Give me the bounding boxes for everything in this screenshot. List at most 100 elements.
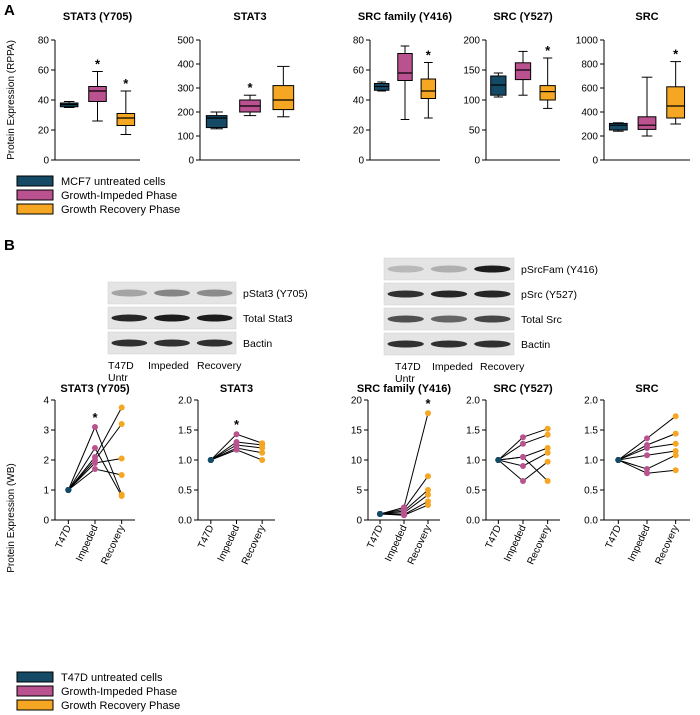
y-tick-label: 3 [43, 426, 49, 437]
data-point [425, 410, 431, 417]
box-chart-0: STAT3 (Y705) 0 20 40 60 80 * * [38, 11, 140, 167]
data-point [425, 502, 431, 508]
y-tick-label: 80 [38, 36, 50, 47]
y-tick-label: 0.0 [178, 516, 192, 527]
x-tick-label: Impeded [74, 524, 100, 564]
significance-star: * [426, 48, 432, 63]
box-1: * [88, 57, 107, 122]
box-0 [373, 81, 390, 92]
blot-lane-label: Recovery [197, 360, 242, 372]
data-point [92, 445, 98, 451]
blot-lane-label: Untr [395, 373, 415, 385]
blot-lane-label: T47D [395, 361, 421, 373]
data-point [118, 493, 125, 499]
data-point [520, 440, 526, 447]
legend-label-2: Growth Recovery Phase [61, 700, 180, 712]
line-chart-4: SRC 0.0 0.5 1.0 1.5 2.0 T47D Impeded Recovery [584, 383, 690, 567]
data-point [233, 431, 240, 438]
y-tick-label: 1.5 [466, 426, 480, 437]
data-point [544, 458, 551, 465]
legend-label-2: Growth Recovery Phase [61, 204, 180, 216]
box-2: * [666, 47, 686, 125]
data-point [118, 455, 125, 462]
legend-label-0: T47D untreated cells [61, 672, 163, 684]
y-tick-label: 2.0 [584, 396, 598, 407]
y-tick-label: 100 [463, 96, 480, 107]
chart-title: STAT3 (Y705) [60, 383, 130, 395]
data-point [644, 452, 650, 459]
blot-band [196, 314, 233, 322]
data-point [672, 440, 679, 447]
blot-row-label: Bactin [521, 339, 550, 351]
data-point [118, 404, 125, 411]
y-tick-label: 0.0 [584, 516, 598, 527]
legend-swatch-2 [16, 203, 54, 215]
y-tick-label: 2.0 [178, 396, 192, 407]
y-tick-label: 80 [353, 36, 365, 47]
data-point [672, 467, 679, 474]
y-tick-label: 20 [353, 126, 365, 137]
line-chart-2: SRC family (Y416) 0 5 10 15 20 T47DImpededReco… [351, 383, 452, 567]
box-2: * [539, 43, 556, 109]
chart-title: SRC family (Y416) [358, 11, 452, 23]
legend-top: MCF7 untreated cells Growth-Impeded Phase… [16, 175, 180, 216]
y-tick-label: 0.5 [466, 486, 480, 497]
x-tick-label: Impeded [502, 524, 528, 564]
data-point [520, 463, 526, 469]
chart-title: SRC (Y527) [493, 11, 553, 23]
y-tick-label: 150 [463, 66, 480, 77]
box-1 [397, 45, 413, 120]
data-point [615, 457, 622, 463]
blot-band [196, 339, 233, 347]
blot-row-label: Bactin [243, 338, 272, 350]
significance-star: * [92, 410, 98, 425]
data-point [520, 478, 526, 484]
box-body [637, 116, 657, 130]
legend-swatch-1 [16, 189, 54, 201]
chart-title: STAT3 [220, 383, 253, 395]
y-tick-label: 200 [463, 36, 480, 47]
box-body [539, 85, 556, 101]
wb-y-axis-label: Protein Expression (WB) [6, 463, 17, 572]
data-point [544, 431, 551, 438]
y-tick-label: 600 [581, 84, 598, 95]
box-body [420, 78, 437, 99]
blot-strip [107, 281, 237, 305]
x-tick-label: Impeded [383, 524, 409, 564]
data-point [425, 487, 431, 493]
data-point [401, 512, 407, 519]
sample-line-0 [379, 413, 429, 515]
box-body [514, 62, 532, 81]
data-point [520, 454, 526, 460]
data-point [425, 491, 431, 498]
box-chart-4: SRC 0 200 400 600 800 1000 * [576, 11, 690, 167]
blot-row-label: pSrcFam (Y416) [521, 264, 598, 276]
blot-lane-label: Untr [108, 372, 128, 384]
legend-bottom: T47D untreated cells Growth-Impeded Phase… [16, 671, 180, 712]
box-body [397, 53, 413, 81]
blot-band [430, 340, 468, 348]
y-tick-label: 4 [43, 396, 49, 407]
chart-title: SRC [635, 383, 658, 395]
data-point [495, 457, 502, 463]
blot-lane-label: Impeded [148, 360, 189, 372]
legend-label-0: MCF7 untreated cells [61, 176, 166, 188]
blot-band [430, 290, 468, 298]
data-point [544, 445, 551, 451]
data-point [92, 466, 98, 472]
significance-star: * [425, 396, 431, 411]
blot-band [387, 265, 424, 273]
chart-title: SRC (Y527) [493, 383, 553, 395]
data-point [233, 446, 240, 453]
blot-band [111, 289, 148, 297]
blot-band [111, 314, 148, 322]
western-blots: pStat3 (Y705)Total Stat3BactinT47DUntrIm… [107, 257, 598, 385]
data-point [644, 445, 650, 451]
chart-title: STAT3 [233, 11, 266, 23]
significance-star: * [234, 417, 240, 432]
y-tick-label: 1000 [576, 36, 599, 47]
x-tick-label: Recovery [526, 524, 554, 567]
box-body [272, 85, 295, 111]
blot-band [154, 289, 190, 297]
